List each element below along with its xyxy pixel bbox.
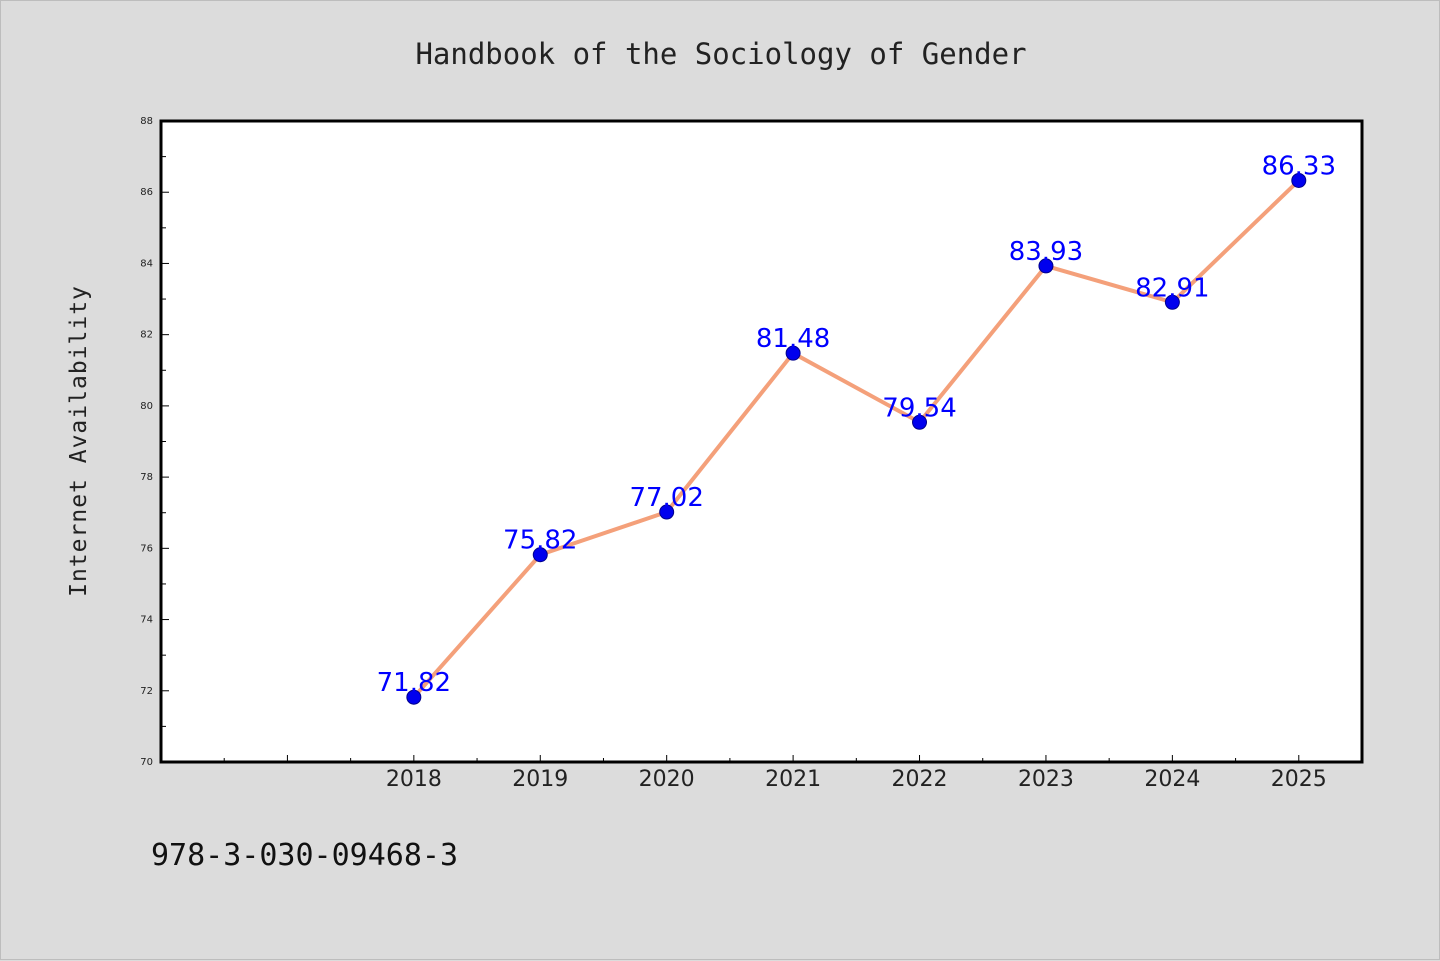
x-tick-label: 2023 [1018,767,1074,792]
plot-area [159,119,1364,764]
data-point [406,689,422,705]
data-label: 71.82 [377,668,451,698]
data-label: 82.91 [1135,273,1209,303]
data-label: 77.02 [629,483,703,513]
data-label: 83.93 [1009,237,1083,267]
chart-title: Handbook of the Sociology of Gender [415,37,1026,71]
data-label: 81.48 [756,324,830,354]
x-tick-label: 2022 [892,767,948,792]
y-axis-ticks: 70 72 74 76 78 80 82 84 86 88 [140,116,169,768]
data-point [1038,258,1054,274]
y-tick-label: 72 [140,686,153,697]
y-tick-label: 70 [140,757,153,768]
data-point [1291,172,1307,188]
isbn-footnote: 978-3-030-09468-3 [151,838,458,873]
y-tick-label: 88 [140,116,153,127]
y-tick-label: 78 [140,472,153,483]
data-point [1164,294,1180,310]
data-label: 75.82 [503,526,577,556]
x-axis-ticks: 2018 2019 2020 2021 2022 2023 2024 2025 [160,755,1363,792]
data-label: 79.54 [882,393,956,423]
data-labels: 71.82 75.82 77.02 81.48 79.54 83.93 82.91 86.33 [377,151,1336,698]
data-point [912,414,928,430]
x-tick-label: 2020 [639,767,695,792]
x-tick-label: 2025 [1271,767,1327,792]
data-point [532,547,548,563]
y-tick-label: 84 [140,258,153,269]
y-tick-label: 76 [140,543,153,554]
y-tick-label: 74 [140,615,153,626]
data-point [659,504,675,520]
series-layer [406,172,1307,705]
y-tick-label: 80 [140,401,153,412]
data-label: 86.33 [1262,151,1336,181]
y-tick-label: 86 [140,187,153,198]
x-tick-label: 2018 [386,767,442,792]
y-tick-label: 82 [140,330,153,341]
x-tick-label: 2019 [512,767,568,792]
y-axis-label: Internet Availability [66,285,92,597]
series-line [412,179,1301,699]
data-point [785,345,801,361]
x-tick-label: 2021 [765,767,821,792]
x-tick-label: 2024 [1144,767,1200,792]
